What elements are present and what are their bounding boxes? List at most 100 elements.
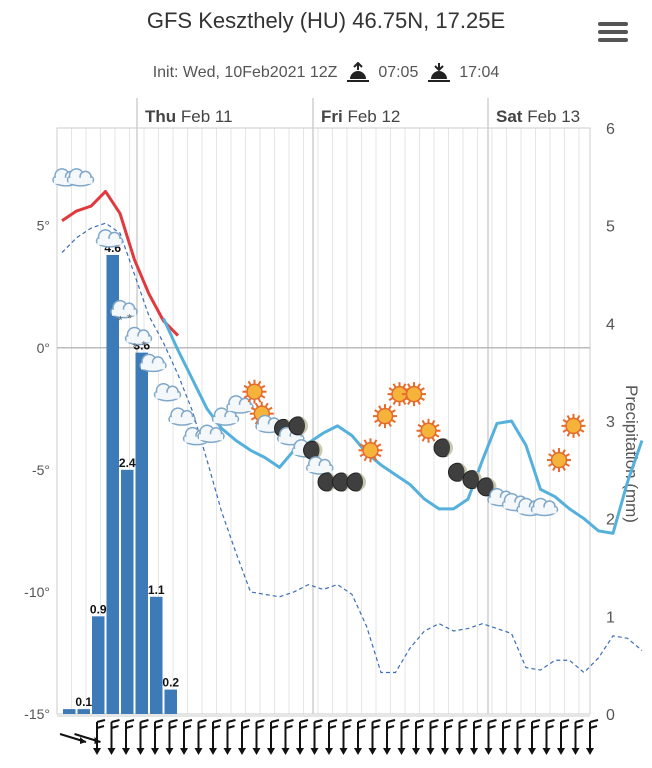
left-tick-label: 5°: [37, 218, 50, 234]
barb-flag: [488, 725, 496, 729]
moon-crescent: [313, 441, 323, 460]
barb-flag: [531, 725, 540, 729]
right-tick-label: 5: [606, 219, 615, 236]
precip-bar: [135, 352, 148, 714]
cloud-part: [184, 436, 209, 443]
barb-head: [542, 748, 551, 755]
sun-ray: [391, 409, 396, 413]
right-tick-label: 2: [606, 512, 615, 529]
cloud-part: [199, 434, 223, 441]
cloud-part: [278, 436, 303, 443]
precip-label: 0.1: [75, 695, 92, 709]
barb-flag: [517, 725, 525, 729]
sun-ray: [403, 397, 408, 402]
snow-cloud-icon: * *: [124, 326, 153, 355]
wind-barb: [209, 719, 222, 755]
moon-crescent: [444, 438, 453, 457]
sun-ray: [391, 419, 396, 423]
sun-ray: [257, 380, 262, 386]
barb-head: [397, 748, 406, 755]
sunset-icon: [427, 63, 450, 82]
barb-flag: [256, 725, 264, 729]
sun-ray: [373, 439, 378, 444]
sun-ray: [250, 416, 256, 421]
barb-head: [426, 748, 435, 755]
barb-flag: [444, 725, 453, 729]
wind-barb: [165, 719, 178, 755]
barb-flag: [111, 725, 119, 729]
barb-flag: [473, 725, 482, 729]
barb-flag: [285, 725, 293, 729]
sunrise-time: 07:05: [378, 64, 419, 81]
sun-ray: [247, 380, 252, 386]
barb-flag: [502, 725, 511, 729]
barb-flag: [488, 719, 497, 723]
barb-flag: [270, 725, 279, 729]
sun-ray: [565, 463, 570, 467]
barb-flag: [473, 719, 483, 723]
sun-ray: [565, 453, 570, 457]
cloud-part: [97, 238, 122, 245]
sun-ray: [264, 402, 269, 408]
precip-label: 2.4: [119, 456, 136, 470]
sun-ray: [434, 433, 440, 438]
barb-flag: [125, 719, 135, 723]
precip-bar: [106, 254, 119, 714]
barb-head: [151, 748, 159, 755]
barb-flag: [415, 719, 425, 723]
barb-head: [383, 748, 391, 755]
barb-flag: [299, 725, 308, 729]
sun-disc: [420, 422, 437, 440]
sun-ray: [363, 456, 368, 462]
sun-ray: [373, 456, 378, 462]
moon-icon: [303, 440, 323, 460]
cloud-part: [112, 309, 136, 316]
sun-ray: [243, 394, 249, 399]
barb-head: [223, 748, 232, 755]
wind-barb: [238, 719, 251, 755]
cloud-icon: [211, 407, 240, 426]
sun-ray: [431, 437, 436, 442]
barb-flag: [386, 725, 395, 729]
cloud-part: [170, 417, 194, 424]
wind-barb: [93, 719, 106, 755]
barb-flag: [328, 719, 338, 723]
cloud-icon: [168, 407, 196, 426]
sun-ray: [378, 422, 382, 428]
barb-flag: [140, 719, 149, 723]
sun-ray: [420, 387, 425, 392]
sun-ray: [260, 384, 266, 389]
barb-head: [93, 748, 101, 755]
barb-flag: [241, 719, 251, 723]
cloud-part: [489, 497, 513, 504]
moon-icon: [346, 472, 366, 492]
wind-barb: [470, 719, 483, 755]
hamburger-menu-icon[interactable]: [598, 22, 628, 46]
sun-ray: [392, 400, 397, 406]
cloud-icon: [306, 456, 334, 475]
barb-flag: [183, 719, 193, 723]
barb-flag: [111, 719, 120, 723]
wind-barb: [136, 719, 149, 755]
sun-ray: [376, 453, 382, 458]
cloud-part: [532, 507, 557, 514]
init-line: Init: Wed, 10Feb2021 12Z 07:05 17:04: [0, 62, 652, 84]
init-text: Init: Wed, 10Feb2021 12Z: [152, 64, 338, 81]
day-label: Thu Feb 11: [145, 107, 233, 126]
wind-barb: [267, 719, 280, 755]
sun-disc: [550, 451, 568, 469]
day-label: Sat Feb 13: [496, 107, 580, 126]
precip-bar: [77, 709, 90, 714]
day-label: Fri Feb 12: [321, 107, 400, 126]
barb-flag: [459, 725, 467, 729]
left-tick-label: -10°: [24, 584, 50, 600]
barb-head: [238, 748, 246, 755]
barb-flag: [589, 719, 599, 723]
left-tick-label: 0°: [37, 340, 50, 356]
barb-flag: [212, 719, 222, 723]
sun-ray: [254, 402, 259, 408]
sun-ray: [562, 429, 568, 433]
barb-flag: [270, 719, 280, 723]
barb-head: [470, 748, 478, 755]
cloud-icon: [197, 424, 225, 443]
